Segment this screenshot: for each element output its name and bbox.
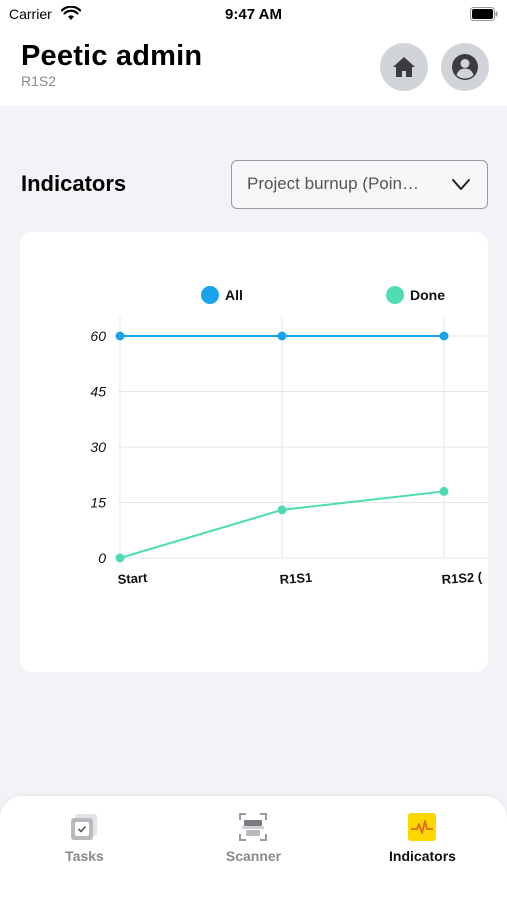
tab-tasks[interactable]: Tasks [0, 796, 169, 900]
scanner-icon [239, 813, 267, 841]
data-point-all [277, 331, 287, 341]
indicators-title: Indicators [21, 171, 127, 196]
y-tick-label: 45 [90, 384, 106, 400]
status-time: 9:47 AM [225, 6, 282, 23]
x-tick-label: R1S2 ( [441, 569, 483, 587]
y-tick-label: 30 [90, 439, 106, 455]
data-point-done [439, 486, 449, 496]
tab-bar: Tasks Scanner Indicators [0, 796, 507, 900]
header: Peetic admin R1S2 [0, 30, 507, 106]
battery-icon [470, 7, 498, 21]
tasks-icon [71, 814, 97, 840]
page-title: Peetic admin [21, 40, 203, 72]
data-point-all [439, 331, 449, 341]
status-bar: Carrier 9:47 AM [0, 0, 507, 30]
tab-label-indicators: Indicators [389, 848, 456, 864]
legend-marker-done [386, 286, 404, 304]
chart-card: 0 15 30 45 60 Start R1S1 R1S2 ( All Done [20, 232, 488, 672]
tab-label-tasks: Tasks [65, 848, 104, 864]
profile-button[interactable] [441, 43, 489, 91]
data-point-done [115, 553, 125, 563]
page-subtitle: R1S2 [21, 73, 57, 89]
y-tick-label: 0 [98, 550, 106, 566]
user-icon [452, 54, 478, 80]
burnup-chart: 0 15 30 45 60 Start R1S1 R1S2 ( All Done [90, 286, 488, 587]
chevron-down-icon [452, 179, 470, 190]
indicators-icon [408, 813, 436, 841]
legend-label-done: Done [410, 287, 445, 303]
wifi-icon [61, 6, 81, 20]
indicator-type-dropdown[interactable]: Project burnup (Poin… [231, 160, 488, 209]
dropdown-selected-value: Project burnup (Poin… [247, 174, 419, 193]
tab-scanner[interactable]: Scanner [169, 796, 338, 900]
carrier-label: Carrier [9, 6, 52, 22]
data-point-done [277, 505, 287, 515]
legend-label-all: All [225, 287, 243, 303]
x-tick-label: Start [117, 570, 148, 587]
tab-label-scanner: Scanner [225, 848, 282, 864]
home-icon [393, 57, 415, 77]
legend-marker-all [201, 286, 219, 304]
data-point-all [115, 331, 125, 341]
tab-indicators[interactable]: Indicators [338, 796, 507, 900]
home-button[interactable] [380, 43, 428, 91]
x-tick-label: R1S1 [279, 570, 312, 587]
y-tick-label: 15 [90, 495, 106, 511]
y-tick-label: 60 [90, 328, 106, 344]
